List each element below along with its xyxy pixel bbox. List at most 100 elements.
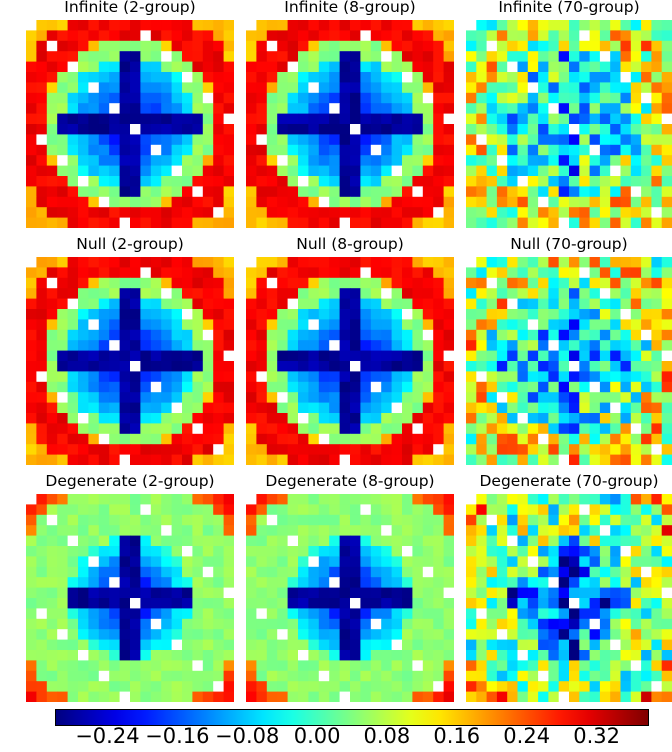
- heatmap-cell: [57, 504, 68, 516]
- heatmap-cell: [109, 103, 120, 114]
- heatmap-cell: [381, 660, 392, 672]
- heatmap-cell: [78, 598, 89, 609]
- heatmap-cell: [318, 72, 330, 83]
- heatmap-cell: [370, 402, 382, 414]
- heatmap-cell: [589, 217, 601, 228]
- heatmap-cell: [140, 144, 152, 156]
- heatmap-cell: [202, 309, 214, 320]
- heatmap-cell: [391, 494, 403, 505]
- heatmap-cell: [119, 494, 131, 505]
- heatmap-cell: [329, 433, 340, 445]
- heatmap-cell: [433, 329, 444, 341]
- heatmap-cell: [277, 20, 288, 31]
- heatmap-cell: [443, 350, 454, 362]
- heatmap-cell: [381, 402, 392, 414]
- heatmap-cell: [140, 82, 152, 94]
- heatmap-cell: [140, 51, 152, 62]
- heatmap-cell: [443, 535, 454, 547]
- heatmap-cell: [150, 61, 162, 73]
- heatmap-cell: [266, 413, 278, 424]
- heatmap-cell: [171, 134, 183, 146]
- heatmap-cell: [298, 298, 309, 310]
- heatmap-cell: [202, 92, 214, 104]
- heatmap-cell: [466, 556, 477, 568]
- heatmap-cell: [370, 82, 382, 94]
- heatmap-cell: [256, 361, 268, 372]
- heatmap-cell: [422, 340, 434, 351]
- heatmap-cell: [213, 144, 224, 156]
- heatmap-cell: [538, 350, 549, 362]
- heatmap-cell: [298, 566, 309, 578]
- heatmap-cell: [517, 186, 529, 198]
- heatmap-cell: [651, 103, 663, 114]
- heatmap-cell: [119, 444, 131, 455]
- heatmap-cell: [287, 144, 299, 156]
- heatmap-cell: [88, 361, 100, 372]
- heatmap-cell: [527, 650, 539, 661]
- heatmap-cell: [517, 340, 529, 351]
- heatmap-cell: [422, 30, 434, 42]
- heatmap-cell: [161, 165, 172, 177]
- heatmap-cell: [641, 504, 652, 516]
- heatmap-cell: [119, 556, 131, 568]
- heatmap-cell: [610, 61, 621, 73]
- heatmap-cell: [140, 176, 152, 187]
- heatmap-cell: [67, 514, 79, 526]
- heatmap-cell: [350, 566, 361, 578]
- heatmap-cell: [266, 350, 278, 362]
- heatmap-cell: [277, 82, 288, 94]
- heatmap-cell: [298, 494, 309, 505]
- heatmap-cell: [517, 176, 529, 187]
- heatmap-cell: [641, 444, 652, 455]
- heatmap-cell: [486, 546, 498, 557]
- heatmap-cell: [517, 514, 529, 526]
- heatmap-cell: [517, 72, 529, 83]
- heatmap-cell: [277, 371, 288, 383]
- heatmap-cell: [507, 155, 518, 166]
- heatmap-cell: [161, 329, 172, 341]
- heatmap-cell: [46, 72, 58, 83]
- heatmap-cell: [150, 176, 162, 187]
- heatmap-cell: [192, 267, 204, 279]
- heatmap-cell: [350, 207, 361, 218]
- heatmap-cell: [548, 691, 560, 702]
- heatmap-cell: [150, 587, 162, 599]
- heatmap-cell: [182, 30, 193, 42]
- heatmap-cell: [538, 514, 549, 526]
- heatmap-cell: [88, 402, 100, 414]
- heatmap-cell: [57, 608, 68, 620]
- heatmap-cell: [57, 288, 68, 299]
- heatmap-cell: [579, 155, 590, 166]
- heatmap-degenerate-8: [246, 494, 454, 702]
- heatmap-cell: [339, 319, 351, 331]
- heatmap-cell: [119, 72, 131, 83]
- heatmap-cell: [318, 381, 330, 393]
- heatmap-cell: [433, 577, 444, 588]
- heatmap-cell: [360, 217, 372, 228]
- heatmap-cell: [486, 494, 498, 505]
- heatmap-cell: [256, 30, 268, 42]
- heatmap-cell: [329, 124, 340, 135]
- heatmap-cell: [496, 165, 508, 177]
- heatmap-cell: [57, 61, 68, 73]
- heatmap-cell: [476, 361, 487, 372]
- heatmap-cell: [246, 444, 257, 455]
- heatmap-cell: [496, 670, 508, 682]
- heatmap-cell: [256, 144, 268, 156]
- heatmap-cell: [88, 514, 100, 526]
- heatmap-cell: [527, 288, 539, 299]
- heatmap-cell: [46, 660, 58, 672]
- heatmap-cell: [88, 629, 100, 640]
- heatmap-cell: [476, 504, 487, 516]
- heatmap-cell: [402, 639, 413, 651]
- heatmap-cell: [140, 113, 152, 125]
- heatmap-cell: [182, 72, 193, 83]
- heatmap-cell: [466, 504, 477, 516]
- heatmap-cell: [339, 277, 351, 289]
- heatmap-cell: [661, 639, 672, 651]
- heatmap-cell: [98, 639, 110, 651]
- heatmap-cell: [402, 61, 413, 73]
- heatmap-cell: [517, 556, 529, 568]
- heatmap-cell: [507, 319, 518, 331]
- heatmap-cell: [599, 134, 611, 146]
